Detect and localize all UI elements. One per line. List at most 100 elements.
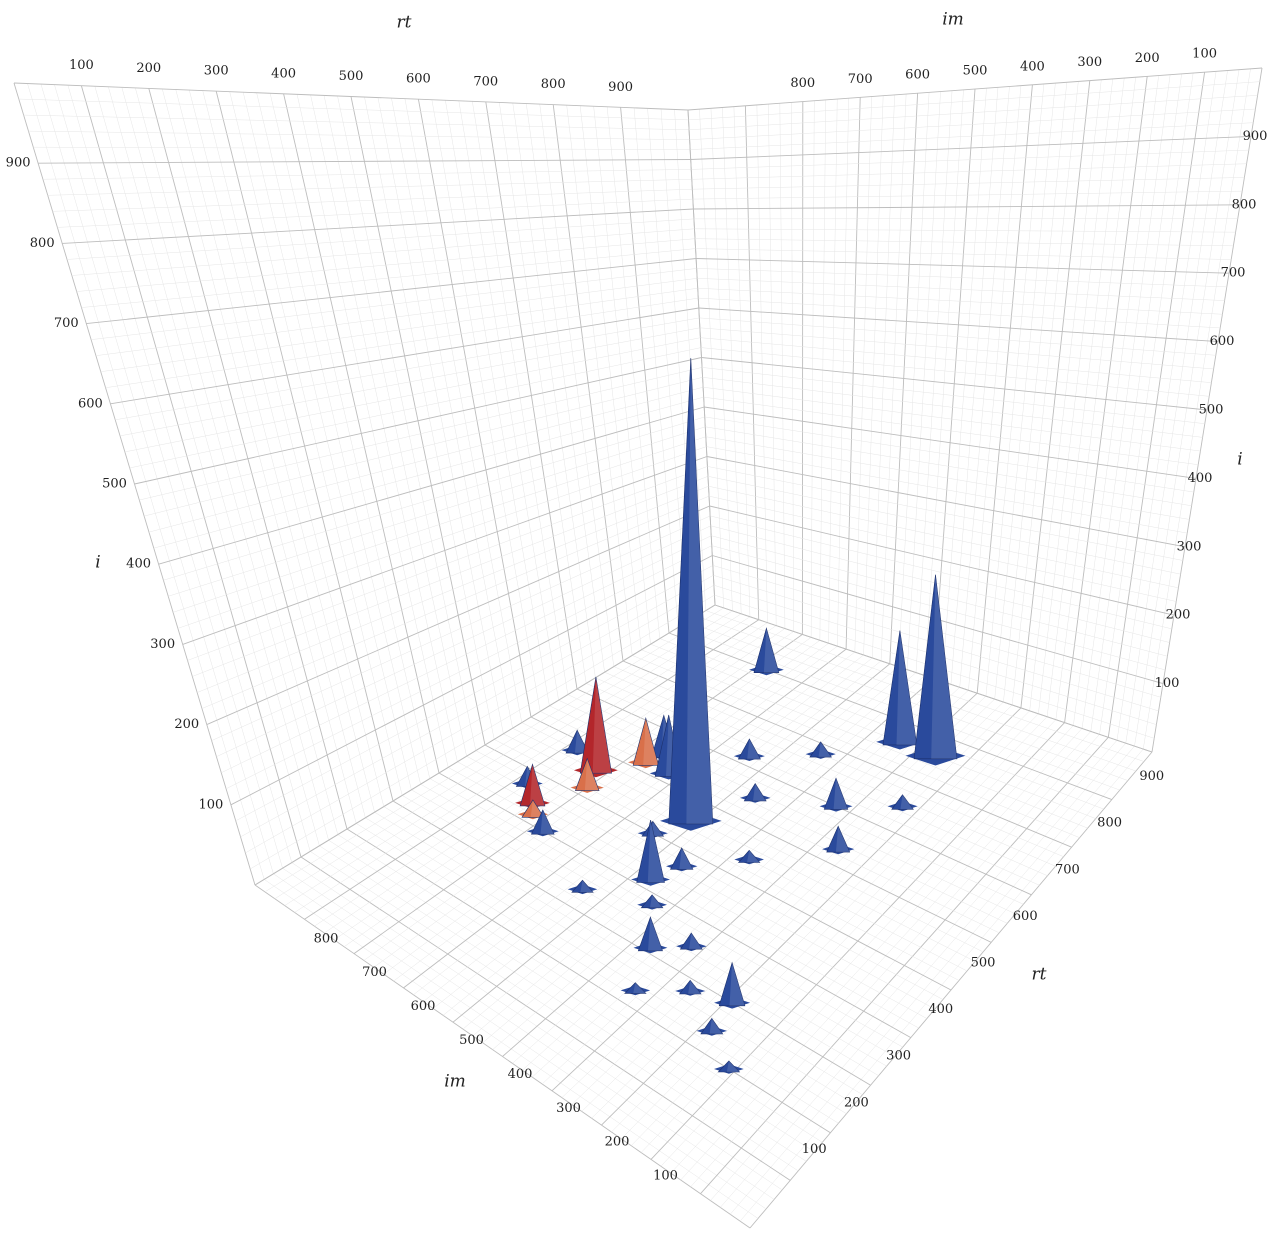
i-left-tick: 100 (198, 797, 223, 812)
right-wall-grid-hline (710, 515, 1172, 630)
i-right-tick: 600 (1210, 334, 1235, 349)
rt-floor-tick: 200 (844, 1095, 869, 1110)
floor-gridline-rt (540, 711, 1000, 934)
left-wall-grid-hline (182, 456, 708, 645)
left-wall-grid-hline (134, 357, 702, 485)
floor-gridline-im (492, 675, 925, 1050)
im-top-tick: 800 (790, 76, 815, 91)
peak-highlight (592, 676, 612, 774)
rt-floor-tick: 400 (928, 1002, 953, 1017)
left-wall-grid-hline (18, 98, 689, 121)
peak-highlight (835, 826, 850, 853)
floor-gridline-im (383, 643, 829, 975)
floor-gridline-im (254, 604, 716, 886)
left-wall-grid-hline (144, 377, 703, 517)
peak-highlight (753, 783, 767, 801)
peak-300-290 (718, 961, 746, 1007)
left-wall-grid-hline (177, 446, 707, 629)
floor-gridline-rt (632, 655, 1080, 838)
left-wall-grid-hline (216, 525, 711, 757)
floor-gridline-rt (503, 733, 968, 972)
im-floor-tick: 700 (362, 965, 387, 980)
peak-highlight (650, 894, 663, 908)
i-right-tick: 200 (1166, 608, 1191, 623)
floor-gridline-rt (641, 649, 1088, 829)
i-left-tick: 600 (78, 396, 103, 411)
peak-highlight (818, 741, 832, 758)
right-wall-grid-hline (710, 525, 1170, 643)
rt-top-tick: 200 (136, 61, 161, 76)
peak-400-780 (530, 809, 555, 835)
left-wall-grid-hline (110, 307, 699, 405)
floor-gridline-rt (558, 699, 1016, 915)
i-left-tick: 300 (150, 637, 175, 652)
peak-highlight (931, 574, 957, 759)
im-top-tick: 400 (1020, 59, 1045, 74)
im-floor-title: im (444, 1072, 466, 1092)
left-wall-grid-hline (240, 575, 714, 838)
peak-470-550 (670, 847, 694, 870)
peak-highlight (648, 917, 663, 951)
floor-gridline-im (284, 613, 742, 906)
im-floor-tick: 200 (605, 1135, 630, 1150)
i-left-title: i (95, 553, 100, 573)
left-wall-grid-hline (206, 505, 710, 726)
surface-peaks (511, 358, 966, 1074)
peak-highlight (763, 628, 779, 673)
i-left-tick: 400 (126, 557, 151, 572)
right-wall-grid-hline (700, 347, 1210, 397)
peak-highlight (896, 630, 917, 745)
peak-highlight (530, 764, 545, 806)
floor-gridline-rt (586, 683, 1040, 886)
peak-750-330 (891, 794, 914, 810)
rt-top-tick: 800 (541, 77, 566, 92)
peak-720-640 (737, 738, 761, 760)
left-wall-grid-hline (201, 495, 710, 709)
left-wall-grid-hline (47, 179, 692, 196)
floor-gridline-im (482, 672, 917, 1043)
floor-gridline-im (373, 640, 821, 968)
right-wall-grid-hline (704, 406, 1197, 479)
i-right-tick: 100 (1155, 676, 1180, 691)
floor-gridline-im (423, 654, 864, 1002)
left-wall-grid-hline (245, 584, 715, 854)
peak-620-770 (632, 716, 659, 766)
im-floor-tick: 800 (314, 931, 339, 946)
left-wall-grid-hline (172, 436, 706, 613)
right-wall-grid-hline (695, 248, 1232, 260)
left-wall-grid-hline (62, 208, 694, 244)
peak-highlight (688, 980, 701, 994)
right-wall-grid-hline (705, 426, 1192, 507)
im-floor-tick: 300 (556, 1101, 581, 1116)
im-floor-tick: 600 (411, 999, 436, 1014)
im-top-tick: 200 (1135, 51, 1160, 66)
floor-gridline-rt (567, 694, 1024, 905)
peak-520-800 (574, 757, 600, 791)
right-wall-grid-hline (690, 135, 1252, 160)
right-wall-grid-hline (704, 416, 1194, 493)
left-wall-grid-hline (124, 337, 701, 453)
axis-titles: rt im rt im i i (95, 10, 1242, 1092)
floor-gridline-im (393, 645, 838, 982)
floor-gridline-im (274, 610, 733, 899)
left-wall-grid-hline (158, 406, 705, 565)
peak-280-360 (678, 979, 702, 995)
right-wall-grid-hline (707, 466, 1183, 561)
rt-floor-tick: 300 (886, 1049, 911, 1064)
right-wall-grid-hline (696, 268, 1227, 288)
left-wall-grid-hline (91, 268, 697, 340)
right-wall-grid-hline (709, 495, 1177, 602)
i-left-tick: 800 (30, 236, 55, 251)
left-wall-grid-hline (211, 515, 711, 741)
floor-gridline-im (442, 660, 882, 1016)
peak-highlight (747, 850, 760, 863)
floor-gridline-rt (576, 688, 1032, 896)
peak-340-640 (571, 879, 594, 893)
right-wall-grid-hline (697, 278, 1225, 301)
peak-highlight (647, 820, 665, 883)
left-wall-grid-hline (67, 218, 694, 260)
peak-highlight (729, 962, 745, 1006)
right-wall-grid-hline (711, 535, 1168, 657)
